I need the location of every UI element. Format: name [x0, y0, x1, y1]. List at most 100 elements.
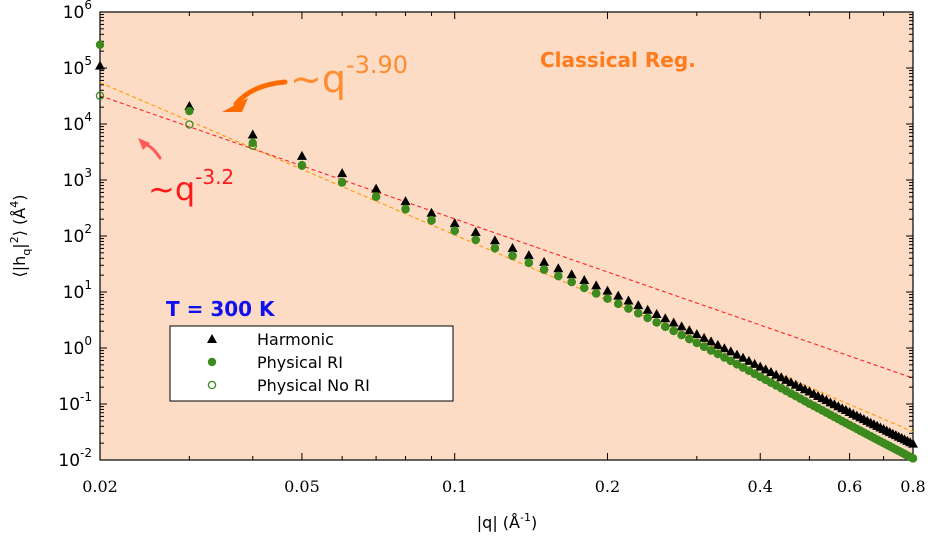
data-point: [791, 391, 801, 401]
y-tick-label: 10-1: [58, 390, 92, 415]
data-point: [449, 218, 460, 228]
data-point: [401, 205, 410, 214]
x-tick-label: 0.6: [837, 477, 862, 496]
data-point: [634, 309, 643, 318]
data-point: [908, 438, 918, 448]
data-point: [633, 300, 644, 310]
data-point: [614, 299, 623, 308]
fit-annotation-red: ~q-3.2: [148, 165, 234, 208]
data-point: [822, 408, 831, 417]
y-axis-label-mid: |: [10, 243, 29, 248]
data-point: [765, 367, 776, 377]
data-point: [699, 332, 710, 342]
data-point: [553, 263, 564, 273]
data-point: [185, 120, 194, 129]
y-axis-label-pre: ⟨|h: [10, 256, 29, 278]
x-tick-label: 0.2: [595, 477, 620, 496]
data-point: [426, 207, 437, 217]
data-point: [603, 294, 612, 303]
x-axis-label-sup: -1: [520, 511, 531, 524]
data-point: [699, 342, 709, 352]
data-point: [567, 277, 576, 287]
data-point: [450, 226, 459, 236]
data-point: [524, 258, 534, 268]
data-point: [652, 318, 661, 327]
data-point: [95, 60, 105, 70]
legend-label-physical-no-ri: Physical No RI: [257, 376, 370, 395]
data-point: [554, 271, 563, 281]
data-point: [400, 196, 411, 206]
x-tick-label: 0.05: [284, 477, 320, 496]
data-point: [623, 295, 634, 305]
data-point: [567, 277, 576, 287]
data-point: [296, 150, 307, 160]
y-axis-label: ⟨|hq|2⟩ (Å4): [8, 195, 33, 278]
y-tick-label: 103: [63, 166, 92, 191]
data-point: [676, 321, 687, 331]
data-point: [813, 403, 823, 413]
tick-labels: 0.02 0.05 0.1 0.2 0.4 0.6 0.8 10-2 10-1 100 101 102…: [58, 0, 925, 496]
data-point: [743, 355, 754, 365]
region-label: Classical Reg.: [540, 48, 696, 72]
data-point: [669, 326, 678, 336]
x-axis-label-base: |q| (Å: [477, 513, 520, 532]
data-point: [652, 318, 661, 327]
legend: Harmonic Physical RI Physical No RI: [169, 325, 454, 402]
data-point: [337, 168, 348, 178]
data-point: [371, 192, 381, 202]
x-axis-label: |q| (Å-1): [477, 511, 537, 532]
data-point: [95, 91, 105, 100]
data-point: [749, 358, 760, 368]
y-axis-label-post: ⟩ (Å: [10, 208, 29, 237]
legend-label-harmonic: Harmonic: [257, 330, 334, 349]
data-point: [580, 283, 589, 292]
data-point: [713, 349, 723, 359]
data-point: [712, 339, 723, 349]
data-point: [337, 178, 347, 187]
data-point: [908, 454, 918, 463]
data-point: [685, 334, 694, 344]
y-tick-label: 105: [63, 54, 92, 79]
data-point: [760, 364, 771, 374]
y-axis-label-sup: 2: [8, 236, 21, 243]
data-point: [643, 313, 652, 323]
data-point: [591, 280, 602, 290]
data-points: [95, 40, 918, 463]
fit-annotation-orange-exp: -3.90: [346, 51, 408, 79]
data-point: [248, 138, 257, 148]
data-point: [738, 352, 749, 362]
data-point: [642, 304, 653, 314]
legend-marker-2: [207, 380, 217, 390]
y-axis-label-sup2: 4: [8, 201, 21, 208]
data-point: [776, 372, 787, 382]
x-tick-label: 0.02: [82, 477, 118, 496]
data-point: [725, 346, 736, 356]
orange-arrowhead-icon: [222, 98, 248, 112]
x-tick-label: 0.4: [748, 477, 773, 496]
data-point: [297, 161, 307, 170]
data-point: [539, 265, 549, 274]
data-point: [800, 396, 810, 406]
data-point: [566, 269, 577, 279]
data-point: [523, 250, 534, 260]
legend-box: [169, 325, 454, 402]
data-point: [809, 401, 819, 411]
legend-marker-0: [207, 334, 217, 343]
data-point: [692, 338, 702, 348]
data-point: [818, 406, 827, 415]
data-point: [771, 369, 782, 379]
y-tick-label: 106: [63, 0, 92, 23]
data-point: [427, 216, 436, 225]
legend-marker-1: [207, 357, 217, 367]
legend-label-physical-ri: Physical RI: [257, 353, 343, 372]
data-point: [720, 353, 729, 362]
series-2: [95, 91, 918, 463]
fit-annotation-red-exp: -3.2: [195, 165, 234, 189]
data-point: [706, 336, 717, 346]
data-point: [677, 330, 686, 340]
data-point: [371, 183, 382, 193]
data-point: [247, 129, 258, 139]
fit-line-1: [99, 95, 914, 379]
data-point: [661, 322, 670, 332]
